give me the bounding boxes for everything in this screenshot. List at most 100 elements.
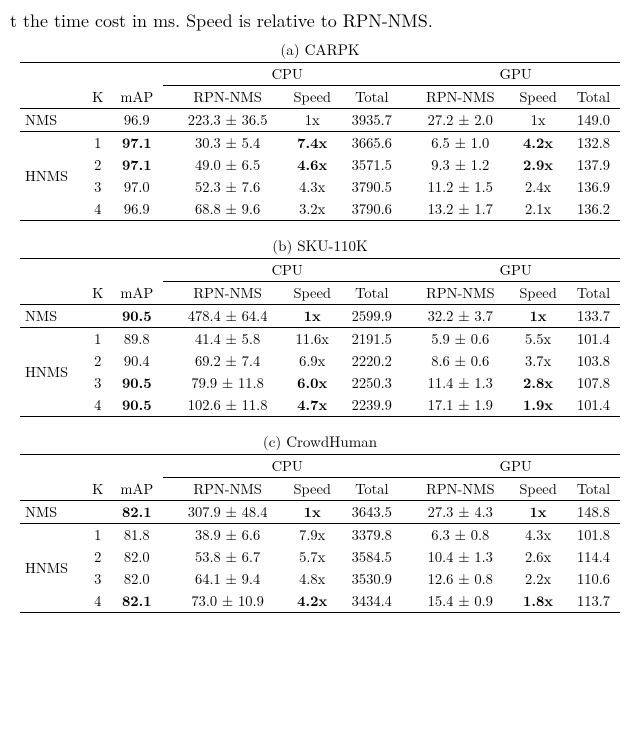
hnms-gpu-speed: 2.8x	[509, 372, 567, 394]
hnms-gpu-total: 110.6	[567, 568, 620, 590]
hdr-cpu-total: Total	[341, 86, 402, 109]
hnms-cpu-speed: 7.4x	[283, 132, 341, 155]
hnms-gpu-total: 113.7	[567, 590, 620, 613]
hnms-gpu-rpnnms: 13.2 ± 1.7	[402, 198, 509, 221]
hnms-cpu-rpnnms: 79.9 ± 11.8	[163, 372, 283, 394]
hdr-gpu-total: Total	[567, 478, 620, 501]
hnms-cpu-rpnnms: 38.9 ± 6.6	[163, 524, 283, 547]
hnms-gpu-rpnnms: 17.1 ± 1.9	[402, 394, 509, 417]
hdr-blank3	[111, 455, 163, 478]
hnms-cpu-rpnnms: 102.6 ± 11.8	[163, 394, 283, 417]
hdr-k: K	[85, 478, 111, 501]
hnms-map: 97.0	[111, 176, 163, 198]
nms-cpu-total: 2599.9	[341, 305, 402, 328]
hnms-gpu-speed: 2.1x	[509, 198, 567, 221]
hnms-gpu-rpnnms: 11.2 ± 1.5	[402, 176, 509, 198]
nms-map: 90.5	[111, 305, 163, 328]
hdr-method-blank	[20, 86, 85, 109]
hnms-cpu-speed: 5.7x	[283, 546, 341, 568]
hdr-blank1	[20, 63, 85, 86]
hdr-cpu-rpnnms: RPN-NMS	[163, 282, 283, 305]
hnms-cpu-total: 3571.5	[341, 154, 402, 176]
hnms-map: 97.1	[111, 132, 163, 155]
nms-gpu-rpnnms: 27.2 ± 2.0	[402, 109, 509, 132]
hdr-cpu: CPU	[163, 455, 403, 478]
hnms-k: 2	[85, 154, 111, 176]
hnms-gpu-rpnnms: 5.9 ± 0.6	[402, 328, 509, 351]
hnms-cpu-total: 3530.9	[341, 568, 402, 590]
hnms-gpu-total: 103.8	[567, 350, 620, 372]
hdr-blank1	[20, 455, 85, 478]
hnms-cpu-total: 3434.4	[341, 590, 402, 613]
hnms-map: 82.1	[111, 590, 163, 613]
hdr-blank2	[85, 455, 111, 478]
hnms-map: 90.4	[111, 350, 163, 372]
hdr-gpu-speed: Speed	[509, 86, 567, 109]
hnms-cpu-total: 2220.2	[341, 350, 402, 372]
hnms-cpu-total: 3790.6	[341, 198, 402, 221]
hnms-cpu-speed: 4.8x	[283, 568, 341, 590]
subcaption-sku: (b) SKU-110K	[10, 235, 630, 256]
nms-gpu-speed: 1x	[509, 305, 567, 328]
hnms-label: HNMS	[20, 132, 85, 221]
hnms-gpu-rpnnms: 8.6 ± 0.6	[402, 350, 509, 372]
nms-map: 96.9	[111, 109, 163, 132]
hnms-gpu-rpnnms: 9.3 ± 1.2	[402, 154, 509, 176]
hnms-gpu-speed: 4.2x	[509, 132, 567, 155]
hnms-gpu-total: 101.8	[567, 524, 620, 547]
nms-label: NMS	[20, 501, 85, 524]
hdr-method-blank	[20, 478, 85, 501]
nms-cpu-total: 3643.5	[341, 501, 402, 524]
hnms-gpu-speed: 2.9x	[509, 154, 567, 176]
hdr-blank3	[111, 63, 163, 86]
hnms-gpu-rpnnms: 11.4 ± 1.3	[402, 372, 509, 394]
nms-gpu-total: 148.8	[567, 501, 620, 524]
hdr-cpu-total: Total	[341, 478, 402, 501]
hnms-gpu-total: 136.9	[567, 176, 620, 198]
hdr-blank3	[111, 259, 163, 282]
hnms-gpu-speed: 3.7x	[509, 350, 567, 372]
nms-cpu-speed: 1x	[283, 305, 341, 328]
hnms-gpu-rpnnms: 15.4 ± 0.9	[402, 590, 509, 613]
hnms-cpu-speed: 6.0x	[283, 372, 341, 394]
hnms-k: 1	[85, 328, 111, 351]
hnms-k: 3	[85, 568, 111, 590]
hnms-cpu-speed: 7.9x	[283, 524, 341, 547]
hdr-cpu-speed: Speed	[283, 282, 341, 305]
hnms-cpu-total: 2191.5	[341, 328, 402, 351]
hdr-blank2	[85, 63, 111, 86]
hnms-label: HNMS	[20, 524, 85, 613]
hnms-cpu-total: 3790.5	[341, 176, 402, 198]
hdr-cpu-rpnnms: RPN-NMS	[163, 86, 283, 109]
hnms-cpu-speed: 3.2x	[283, 198, 341, 221]
nms-cpu-speed: 1x	[283, 501, 341, 524]
hnms-gpu-total: 137.9	[567, 154, 620, 176]
hnms-cpu-total: 2239.9	[341, 394, 402, 417]
hnms-gpu-total: 136.2	[567, 198, 620, 221]
hnms-gpu-rpnnms: 10.4 ± 1.3	[402, 546, 509, 568]
hdr-gpu: GPU	[402, 259, 620, 282]
hdr-map: mAP	[111, 282, 163, 305]
hnms-cpu-rpnnms: 30.3 ± 5.4	[163, 132, 283, 155]
hdr-gpu-rpnnms: RPN-NMS	[402, 478, 509, 501]
hnms-cpu-speed: 11.6x	[283, 328, 341, 351]
tables-container: (a) CARPKCPUGPUKmAPRPN-NMSSpeedTotalRPN-…	[10, 39, 630, 613]
hnms-map: 90.5	[111, 372, 163, 394]
nms-map: 82.1	[111, 501, 163, 524]
hnms-gpu-total: 101.4	[567, 328, 620, 351]
hdr-method-blank	[20, 282, 85, 305]
nms-gpu-total: 149.0	[567, 109, 620, 132]
hdr-gpu: GPU	[402, 455, 620, 478]
hnms-gpu-rpnnms: 6.5 ± 1.0	[402, 132, 509, 155]
nms-k	[85, 109, 111, 132]
hnms-cpu-total: 3584.5	[341, 546, 402, 568]
subcaption-crowd: (c) CrowdHuman	[10, 431, 630, 452]
nms-gpu-rpnnms: 32.2 ± 3.7	[402, 305, 509, 328]
hnms-gpu-total: 114.4	[567, 546, 620, 568]
hnms-cpu-rpnnms: 52.3 ± 7.6	[163, 176, 283, 198]
hdr-map: mAP	[111, 86, 163, 109]
nms-gpu-speed: 1x	[509, 109, 567, 132]
hnms-k: 2	[85, 546, 111, 568]
hnms-gpu-speed: 2.6x	[509, 546, 567, 568]
hnms-gpu-total: 107.8	[567, 372, 620, 394]
